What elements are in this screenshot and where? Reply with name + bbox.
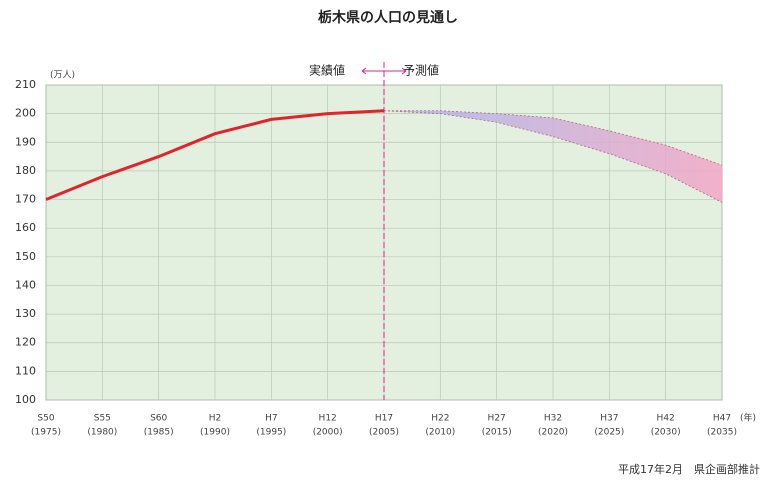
arrow-right: [384, 67, 407, 75]
x-tick-label: H2: [209, 414, 222, 424]
y-tick-label: 180: [15, 164, 36, 177]
x-unit: (年): [740, 412, 756, 424]
x-tick-year: (2015): [482, 428, 512, 438]
arrow-left: [361, 67, 384, 75]
y-tick-label: 130: [15, 307, 36, 320]
x-tick-label: H47: [713, 414, 731, 424]
chart-title: 栃木県の人口の見通し: [318, 9, 458, 26]
y-unit: (万人): [50, 70, 75, 81]
y-tick-label: 150: [15, 250, 36, 263]
x-tick-year: (1980): [87, 428, 117, 438]
y-tick-label: 160: [15, 221, 36, 234]
x-tick-label: H32: [544, 414, 562, 424]
annotation: 実績値: [309, 63, 345, 78]
y-tick-label: 170: [15, 193, 36, 206]
x-tick-label: H12: [319, 414, 337, 424]
x-tick-label: H42: [657, 414, 675, 424]
annotation: 予測値: [403, 63, 439, 78]
x-tick-year: (1995): [256, 428, 286, 438]
x-tick-year: (2035): [707, 428, 737, 438]
x-tick-label: H37: [600, 414, 618, 424]
x-tick-year: (2005): [369, 428, 399, 438]
x-tick-label: H27: [488, 414, 506, 424]
y-tick-label: 200: [15, 107, 36, 120]
line: [45, 109, 385, 201]
x-tick-year: (1975): [31, 428, 61, 438]
x-tick-label: H7: [265, 414, 278, 424]
x-tick-year: (2030): [651, 428, 681, 438]
x-tick-label: H17: [375, 414, 393, 424]
band-edge: [384, 110, 723, 166]
y-tick-label: 210: [15, 78, 36, 91]
x-tick-year: (1985): [144, 428, 174, 438]
x-tick-year: (2020): [538, 428, 568, 438]
x-tick-year: (1990): [200, 428, 230, 438]
x-tick-label: S55: [94, 414, 111, 424]
x-tick-year: (2000): [313, 428, 343, 438]
x-tick-year: (2025): [594, 428, 624, 438]
band-edge: [383, 110, 723, 203]
y-tick-label: 100: [15, 393, 36, 406]
y-tick-label: 120: [15, 336, 36, 349]
x-tick-label: H22: [431, 414, 449, 424]
x-tick-label: S50: [37, 414, 54, 424]
band-fill: [384, 110, 722, 203]
x-tick-label: S60: [150, 414, 167, 424]
x-tick-year: (2010): [425, 428, 455, 438]
y-tick-label: 190: [15, 135, 36, 148]
source: 平成17年2月 県企画部推計: [618, 462, 760, 476]
y-tick-label: 110: [15, 364, 36, 377]
y-tick-label: 140: [15, 278, 36, 291]
